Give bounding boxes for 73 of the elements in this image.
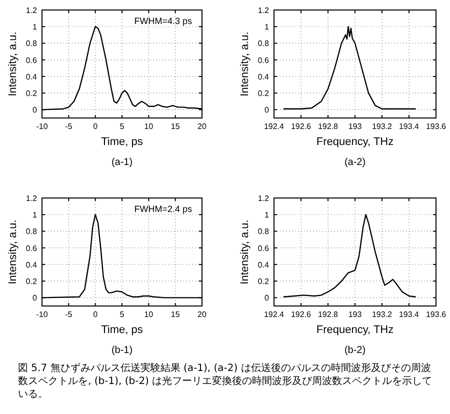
x-tick-label: 193.4 bbox=[398, 310, 420, 319]
y-tick-label: 0.2 bbox=[26, 277, 38, 286]
y-tick-label: 0.6 bbox=[26, 56, 38, 65]
y-tick-label: 0.2 bbox=[258, 89, 270, 98]
x-tick-label: 193.6 bbox=[426, 122, 447, 131]
x-tick-label: 193.2 bbox=[372, 310, 393, 319]
x-tick-label: 20 bbox=[198, 122, 207, 131]
y-tick-label: 0.8 bbox=[258, 227, 270, 236]
x-tick-label: 193 bbox=[348, 310, 362, 319]
y-tick-label: 0.4 bbox=[26, 72, 38, 82]
x-axis-title: Time, ps bbox=[101, 136, 144, 148]
x-tick-label: -5 bbox=[65, 122, 73, 131]
text: (b-1) bbox=[111, 345, 133, 356]
x-tick-label: 15 bbox=[170, 122, 180, 131]
y-tick-label: 1.2 bbox=[258, 6, 270, 15]
y-tick-label: 0.8 bbox=[26, 227, 38, 236]
x-tick-label: -10 bbox=[36, 310, 48, 319]
x-tick-label: 0 bbox=[93, 310, 98, 319]
y-tick-label: 0.4 bbox=[258, 260, 270, 270]
annotation: FWHM=2.4 ps bbox=[134, 204, 192, 214]
x-tick-label: 192.4 bbox=[264, 310, 285, 319]
y-tick-label: 1 bbox=[32, 210, 38, 220]
x-tick-label: 20 bbox=[198, 310, 207, 319]
y-tick-label: 0 bbox=[264, 294, 270, 303]
x-tick-label: 192.6 bbox=[290, 310, 312, 319]
y-tick-label: 0 bbox=[32, 294, 38, 303]
text: (a-1) bbox=[111, 157, 133, 168]
line-series bbox=[282, 214, 416, 298]
x-axis-title: Time, ps bbox=[101, 324, 144, 336]
caption: 図 5.7 無ひずみパルス伝送実験結果 (a-1), (a-2) は伝送後のパルスの時間波形及びその周波数スペクトルを, (b-1), (b-2) は光フーリエ変換後の時間波形及び周波数スペクトルを示している。 bbox=[18, 362, 434, 401]
x-tick-label: 193.2 bbox=[372, 122, 393, 131]
y-tick-label: 1 bbox=[264, 22, 270, 32]
x-tick-label: 10 bbox=[144, 310, 154, 319]
x-tick-label: 10 bbox=[144, 122, 154, 131]
x-tick-label: 193 bbox=[348, 122, 362, 131]
y-tick-label: 0.4 bbox=[26, 260, 38, 270]
y-tick-label: 0.2 bbox=[26, 89, 38, 98]
y-tick-label: 0.6 bbox=[258, 56, 270, 65]
x-axis-title: Frequency, THz bbox=[316, 324, 394, 336]
x-tick-label: 0 bbox=[93, 122, 98, 131]
y-axis-title: Intensity, a.u. bbox=[239, 220, 251, 284]
text: (b-2) bbox=[344, 345, 366, 356]
y-tick-label: 0.2 bbox=[258, 277, 270, 286]
x-tick-label: 192.8 bbox=[318, 122, 339, 131]
x-tick-label: 193.6 bbox=[426, 310, 447, 319]
y-tick-label: 0.6 bbox=[258, 244, 270, 253]
y-tick-label: 1.2 bbox=[258, 194, 270, 203]
x-axis-title: Frequency, THz bbox=[316, 136, 394, 148]
y-axis-title: Intensity, a.u. bbox=[7, 32, 19, 96]
text: (a-2) bbox=[344, 157, 366, 168]
y-tick-label: 0 bbox=[32, 106, 38, 115]
x-tick-label: 192.8 bbox=[318, 310, 339, 319]
annotation: FWHM=4.3 ps bbox=[134, 16, 192, 26]
y-tick-label: 0.6 bbox=[26, 244, 38, 253]
line-series bbox=[282, 26, 416, 110]
x-tick-label: -5 bbox=[65, 310, 73, 319]
x-tick-label: -10 bbox=[36, 122, 48, 131]
x-tick-label: 5 bbox=[120, 310, 125, 319]
y-axis-title: Intensity, a.u. bbox=[7, 220, 19, 284]
y-tick-label: 0.4 bbox=[258, 72, 270, 82]
x-tick-label: 5 bbox=[120, 122, 125, 131]
y-tick-label: 1 bbox=[264, 210, 270, 220]
y-tick-label: 0.8 bbox=[258, 39, 270, 48]
x-tick-label: 192.6 bbox=[290, 122, 312, 131]
x-tick-label: 192.4 bbox=[264, 122, 285, 131]
y-tick-label: 1.2 bbox=[26, 6, 38, 15]
y-axis-title: Intensity, a.u. bbox=[239, 32, 251, 96]
y-tick-label: 0 bbox=[264, 106, 270, 115]
y-tick-label: 0.8 bbox=[26, 39, 38, 48]
x-tick-label: 15 bbox=[170, 310, 180, 319]
y-tick-label: 1.2 bbox=[26, 194, 38, 203]
y-tick-label: 1 bbox=[32, 22, 38, 32]
x-tick-label: 193.4 bbox=[398, 122, 420, 131]
